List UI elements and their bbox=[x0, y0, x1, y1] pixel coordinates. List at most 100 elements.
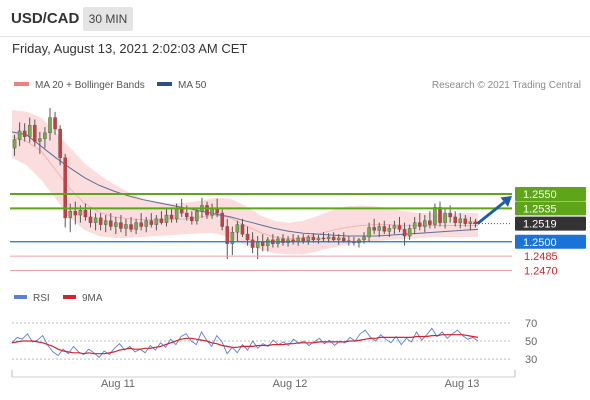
legend-rsi-label: RSI bbox=[33, 293, 50, 304]
projection-arrow-head bbox=[500, 196, 512, 207]
candle-body bbox=[73, 210, 78, 216]
candle-body bbox=[230, 232, 235, 244]
candle-body bbox=[119, 222, 123, 229]
candle-body bbox=[443, 212, 447, 223]
candle-body bbox=[124, 224, 128, 229]
candle-body bbox=[463, 218, 468, 224]
candle-body bbox=[184, 212, 189, 218]
candle-body bbox=[240, 224, 245, 235]
candle-body bbox=[129, 224, 133, 230]
candle bbox=[311, 233, 316, 243]
candle-body bbox=[53, 117, 57, 130]
candle-body bbox=[225, 226, 230, 244]
levels-layer: 1.2550 1.2535 1.2519 1.2500 1.2485 1.2470 bbox=[10, 187, 586, 277]
candle bbox=[392, 220, 397, 235]
level-label-1.2535: 1.2535 bbox=[523, 203, 557, 215]
candle bbox=[48, 108, 52, 141]
candle bbox=[240, 218, 245, 237]
candle bbox=[443, 209, 447, 229]
candle-body bbox=[174, 209, 179, 220]
candle bbox=[22, 123, 27, 142]
candle-body bbox=[139, 222, 143, 227]
candles-layer bbox=[12, 108, 478, 259]
candle-body bbox=[205, 205, 209, 216]
candle bbox=[326, 233, 331, 243]
candle-body bbox=[377, 226, 381, 231]
legend-9ma-label: 9MA bbox=[82, 293, 103, 304]
candle-body bbox=[169, 214, 174, 220]
x-axis: Aug 11 Aug 12 Aug 13 bbox=[11, 370, 516, 390]
candle bbox=[230, 226, 235, 256]
candle bbox=[245, 226, 250, 246]
candle bbox=[372, 218, 376, 235]
ma50-line bbox=[11, 131, 479, 237]
timeframe-button[interactable]: 30 MIN bbox=[83, 7, 133, 31]
candle bbox=[250, 232, 255, 254]
candle-body bbox=[149, 220, 154, 225]
candle bbox=[109, 213, 113, 231]
candle-body bbox=[407, 228, 412, 237]
candle bbox=[367, 222, 371, 242]
legend-ma50: MA 50 bbox=[157, 80, 206, 91]
level-badge-1.2535 bbox=[515, 201, 586, 216]
candle bbox=[139, 213, 143, 231]
candle bbox=[463, 215, 468, 227]
candle-body bbox=[417, 222, 422, 227]
candle bbox=[438, 201, 442, 227]
candle bbox=[225, 218, 230, 259]
candle bbox=[382, 220, 387, 235]
candle bbox=[169, 207, 174, 223]
candle bbox=[331, 232, 336, 242]
candle-body bbox=[210, 208, 214, 216]
candle bbox=[407, 224, 412, 240]
candle bbox=[417, 213, 422, 231]
candle-body bbox=[164, 214, 169, 223]
legend-rsi: RSI bbox=[14, 293, 50, 304]
candle bbox=[43, 127, 47, 149]
bollinger-band-layer bbox=[11, 109, 478, 255]
level-label-1.2470: 1.2470 bbox=[524, 265, 558, 277]
candle-body bbox=[306, 236, 311, 242]
rsi-tick-70: 70 bbox=[525, 318, 537, 330]
candle-body bbox=[179, 209, 184, 214]
level-badge-1.2550 bbox=[515, 187, 586, 201]
candle-body bbox=[382, 226, 387, 232]
symbol-title: USD/CAD bbox=[11, 10, 80, 27]
level-label-1.2500: 1.2500 bbox=[523, 237, 557, 249]
ma9-swatch-icon bbox=[63, 295, 76, 300]
candle-body bbox=[88, 216, 93, 223]
legend-9ma: 9MA bbox=[63, 293, 103, 304]
candle bbox=[423, 215, 427, 233]
candle-body bbox=[367, 227, 371, 238]
candle-body bbox=[83, 210, 88, 218]
candle bbox=[12, 134, 17, 156]
level-label-1.2550: 1.2550 bbox=[523, 189, 557, 201]
candle-body bbox=[109, 220, 113, 227]
candle bbox=[83, 203, 88, 221]
candle-body bbox=[428, 220, 432, 225]
candle-body bbox=[316, 237, 321, 241]
candle bbox=[397, 216, 402, 233]
candle bbox=[205, 201, 209, 219]
level-label-1.2485: 1.2485 bbox=[524, 251, 558, 263]
candle bbox=[387, 224, 392, 237]
candle-body bbox=[311, 236, 316, 241]
candle bbox=[114, 216, 118, 235]
bollinger-swatch-icon bbox=[14, 82, 29, 87]
candle-body bbox=[114, 222, 118, 227]
candle bbox=[453, 211, 457, 227]
research-credit: Research © 2021 Trading Central bbox=[431, 80, 581, 91]
candle bbox=[342, 232, 346, 243]
candle bbox=[190, 211, 194, 225]
chart-timestamp: Friday, August 13, 2021 2:02:03 AM CET bbox=[12, 41, 248, 56]
rsi-9ma-line bbox=[11, 334, 479, 355]
rsi-line bbox=[11, 327, 479, 358]
candle bbox=[154, 215, 159, 231]
candle-body bbox=[433, 207, 437, 225]
current-price-label: 1.2519 bbox=[523, 219, 557, 231]
candle-body bbox=[362, 236, 366, 241]
candle-body bbox=[250, 239, 255, 248]
candle-body bbox=[43, 132, 47, 139]
candle bbox=[428, 211, 432, 229]
